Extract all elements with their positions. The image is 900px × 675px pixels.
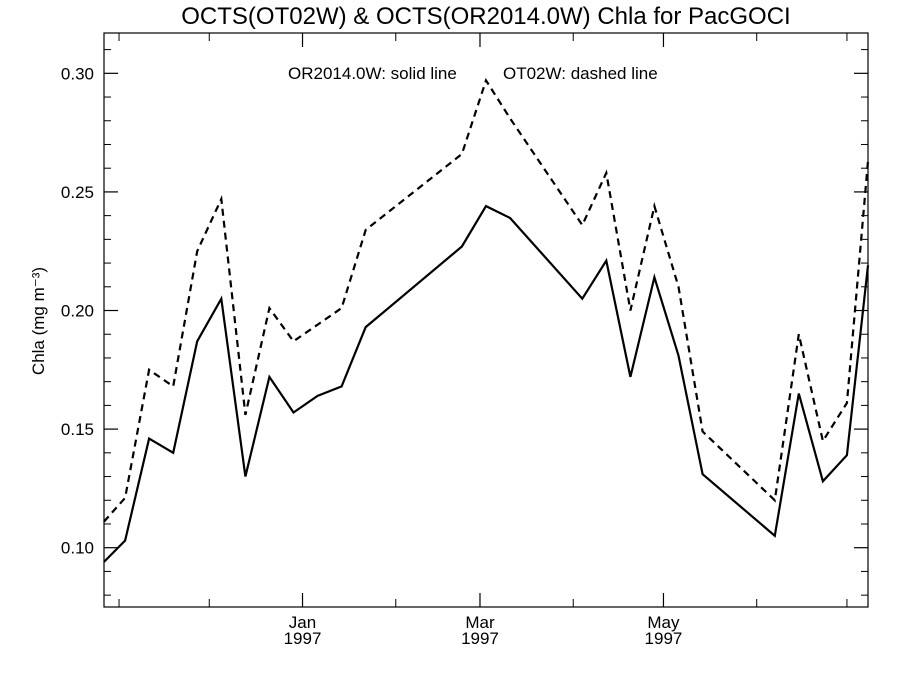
series-line-ot02w — [103, 77, 870, 523]
x-tick-label-year: 1997 — [284, 629, 322, 648]
x-tick-label-month: May — [647, 613, 680, 632]
y-axis-label: Chla (mg m⁻³) — [29, 267, 48, 375]
y-tick-label: 0.30 — [61, 64, 94, 83]
x-tick-label-month: Mar — [465, 613, 495, 632]
y-tick-label: 0.15 — [61, 420, 94, 439]
x-tick-label-year: 1997 — [645, 629, 683, 648]
legend-annotation-dashed: OT02W: dashed line — [503, 64, 658, 83]
y-tick-label: 0.25 — [61, 183, 94, 202]
series-line-or2014-0w — [103, 204, 870, 563]
y-tick-label: 0.10 — [61, 539, 94, 558]
chart-title: OCTS(OT02W) & OCTS(OR2014.0W) Chla for P… — [181, 3, 790, 30]
plot-frame — [103, 32, 869, 608]
axes: 0.100.150.200.250.30Jan1997Mar1997May199… — [61, 33, 868, 648]
y-tick-label: 0.20 — [61, 302, 94, 321]
x-tick-label-year: 1997 — [461, 629, 499, 648]
legend-annotation-solid: OR2014.0W: solid line — [288, 64, 457, 83]
x-tick-label-month: Jan — [289, 613, 316, 632]
series-layer — [103, 77, 870, 563]
